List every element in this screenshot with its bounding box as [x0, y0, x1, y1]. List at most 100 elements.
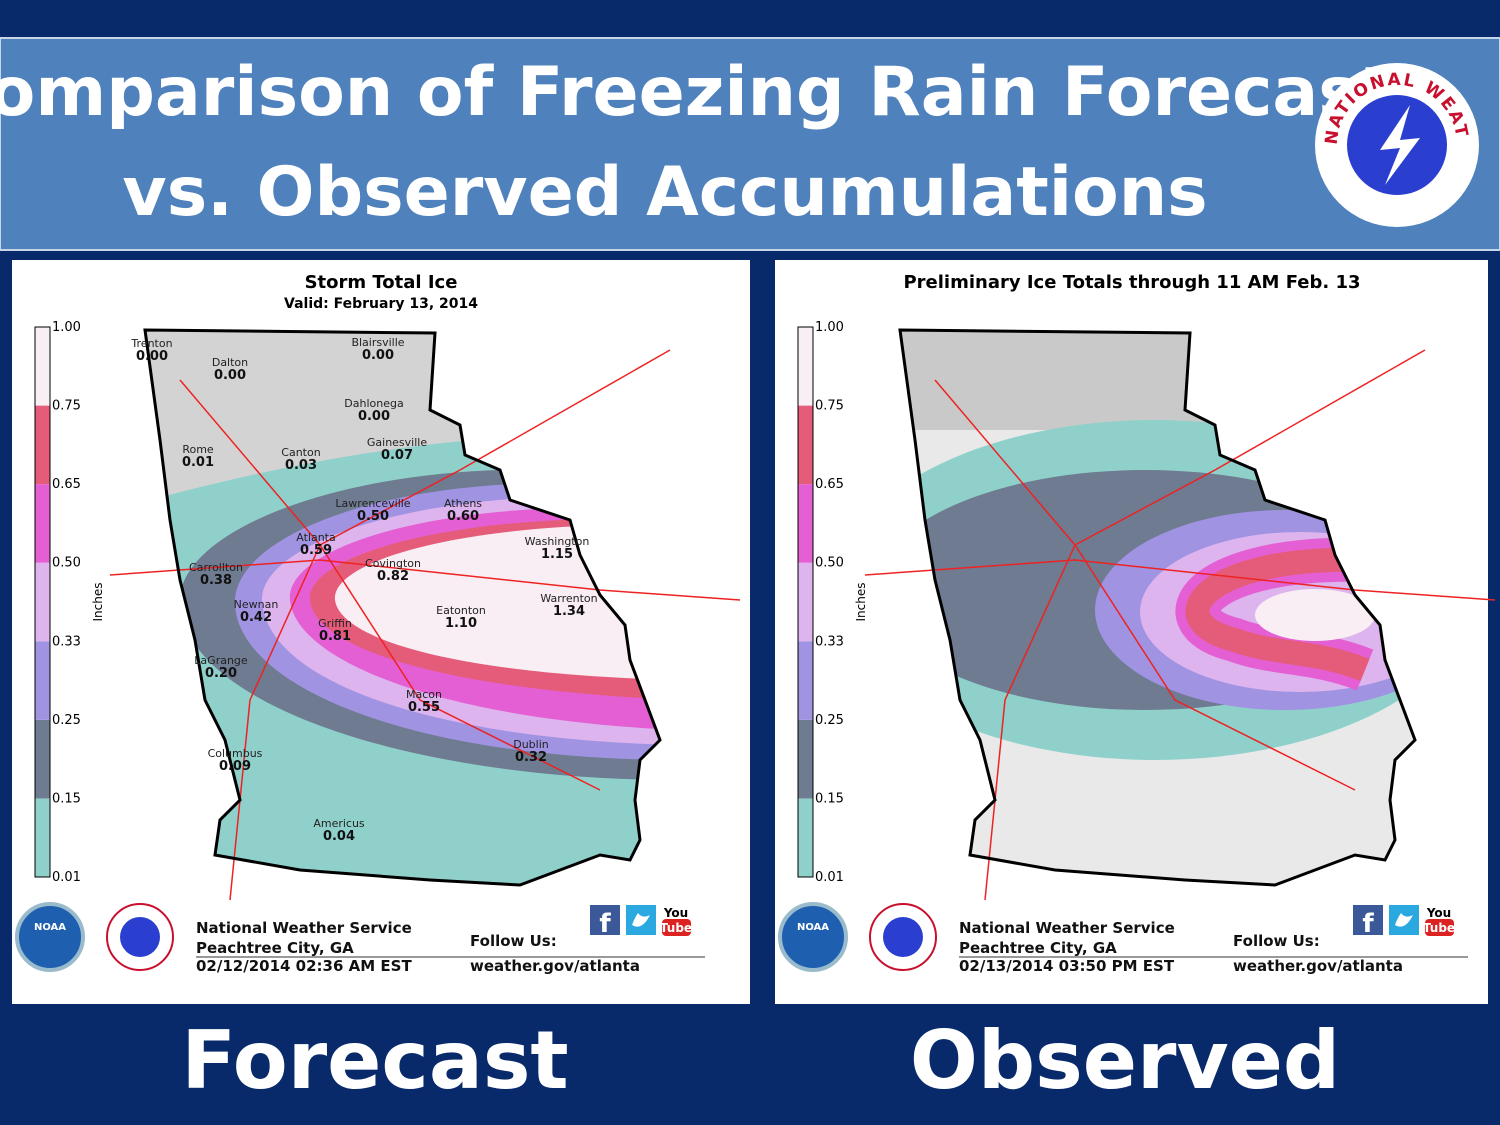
title-band: [0, 37, 1500, 251]
legend-swatch: [798, 484, 813, 563]
city-value: 1.15: [541, 547, 573, 562]
city-value: 0.42: [240, 610, 272, 625]
city-value: 0.00: [136, 349, 168, 364]
city-name: Blairsville: [351, 336, 404, 349]
city-name: Gainesville: [367, 436, 427, 449]
caption: Forecast: [181, 1014, 568, 1107]
city-value: 0.01: [182, 455, 214, 470]
road: [319, 349, 671, 546]
legend-tick-label: 0.01: [52, 870, 81, 885]
legend-swatch: [35, 562, 50, 642]
legend-swatch: [35, 405, 50, 485]
city-name: Americus: [313, 817, 365, 830]
city-name: Griffin: [318, 617, 352, 630]
city-name: Columbus: [208, 747, 263, 760]
legend-frame: [797, 326, 814, 878]
legend-tick-label: 0.65: [815, 477, 844, 492]
legend-swatch: [798, 719, 813, 799]
legend-swatch: [35, 798, 50, 877]
city-value: 0.60: [447, 509, 479, 524]
city-value: 0.38: [200, 573, 232, 588]
issued-time: 02/12/2014 02:36 AM EST: [196, 957, 412, 975]
road: [109, 559, 741, 601]
nws-logo-inner: [120, 917, 160, 957]
facebook-letter: f: [599, 909, 611, 939]
issued-time: 02/13/2014 03:50 PM EST: [959, 957, 1175, 975]
city-value: 0.82: [377, 569, 409, 584]
legend-tick-label: 0.33: [52, 634, 81, 649]
youtube-icon: [662, 919, 691, 936]
city-name: Athens: [444, 497, 482, 510]
location: Peachtree City, GA: [959, 939, 1117, 957]
city-value: 0.32: [515, 750, 547, 765]
city-value: 0.07: [381, 448, 413, 463]
city-name: Canton: [281, 446, 320, 459]
youtube-icon: [1425, 919, 1454, 936]
legend-swatch: [798, 327, 813, 406]
legend-frame: [34, 326, 51, 878]
city-name: Eatonton: [436, 604, 486, 617]
panel-subtitle: Valid: February 13, 2014: [284, 296, 478, 312]
band-white: [1255, 589, 1375, 641]
city-name: Dalton: [212, 356, 248, 369]
city-name: Rome: [182, 443, 214, 456]
road: [229, 544, 321, 901]
city-value: 0.81: [319, 629, 351, 644]
twitter-bird: [1395, 913, 1413, 927]
panel-title: Preliminary Ice Totals through 11 AM Feb…: [903, 272, 1360, 293]
follow-us: Follow Us:: [1233, 932, 1320, 950]
youtube-tube: Tube: [1423, 921, 1455, 935]
twitter-bird: [632, 913, 650, 927]
legend-swatch: [35, 327, 50, 406]
noaa-logo: [778, 902, 848, 972]
roads: [109, 349, 741, 901]
legend-tick-label: 1.00: [815, 320, 844, 335]
city-value: 0.00: [358, 409, 390, 424]
youtube-you: You: [663, 906, 688, 920]
legend-swatch: [35, 641, 50, 720]
city-value: 0.09: [219, 759, 251, 774]
city-name: Atlanta: [296, 531, 335, 544]
city-value: 0.50: [357, 509, 389, 524]
noaa-logo: [15, 902, 85, 972]
legend-tick-label: 1.00: [52, 320, 81, 335]
location: Peachtree City, GA: [196, 939, 354, 957]
url: weather.gov/atlanta: [1233, 957, 1403, 975]
city-name: Dublin: [513, 738, 549, 751]
city-name: Carrollton: [189, 561, 243, 574]
facebook-icon: [1353, 905, 1383, 935]
follow-us: Follow Us:: [470, 932, 557, 950]
title-line: Comparison of Freezing Rain Forecast: [0, 53, 1391, 132]
legend-swatch: [798, 798, 813, 877]
legend-tick-label: 0.15: [815, 791, 844, 806]
city-name: LaGrange: [194, 654, 248, 667]
city-value: 0.03: [285, 458, 317, 473]
legend-tick-label: 0.50: [52, 556, 81, 571]
city-name: Macon: [406, 688, 442, 701]
roads: [864, 349, 1496, 901]
legend-label: Inches: [854, 583, 868, 622]
nws-logo-inner: [883, 917, 923, 957]
office: National Weather Service: [196, 919, 412, 937]
city-name: Covington: [365, 557, 421, 570]
logo-bolt: [1380, 105, 1420, 185]
legend-tick-label: 0.50: [815, 556, 844, 571]
legend-tick-label: 0.15: [52, 791, 81, 806]
city-name: Newnan: [234, 598, 279, 611]
city-value: 1.10: [445, 616, 477, 631]
facebook-icon: [590, 905, 620, 935]
legend-tick-label: 0.75: [815, 399, 844, 414]
road: [984, 544, 1076, 901]
noaa-logo-text: NOAA: [34, 922, 66, 933]
legend-swatch: [798, 641, 813, 720]
road: [1074, 349, 1426, 546]
legend-swatch: [798, 562, 813, 642]
legend-label: Inches: [91, 583, 105, 622]
city-value: 1.34: [553, 604, 585, 619]
city-name: Lawrenceville: [335, 497, 410, 510]
noaa-logo-text: NOAA: [797, 922, 829, 933]
city-value: 0.04: [323, 829, 355, 844]
legend-swatch: [35, 719, 50, 799]
city-value: 0.59: [300, 543, 332, 558]
